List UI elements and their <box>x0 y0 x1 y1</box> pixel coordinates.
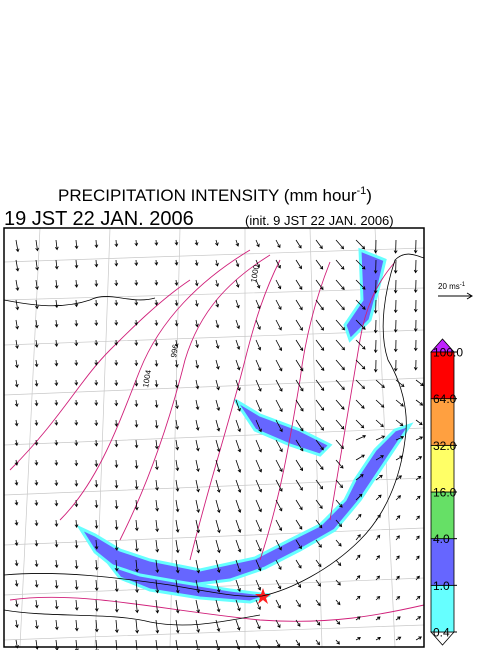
wind-legend-exponent: -1 <box>460 282 466 288</box>
isobars <box>9 249 425 622</box>
colorbar-tick-label: 32.0 <box>433 439 457 453</box>
title-end: ) <box>366 186 372 205</box>
isobar <box>119 254 271 541</box>
coastline-south <box>3 609 261 626</box>
title-text: PRECIPITATION INTENSITY (mm hour <box>58 186 357 205</box>
map: 1000 996 1004 <box>3 227 425 650</box>
wind-arrows <box>14 239 424 650</box>
longitude-lines <box>19 227 396 648</box>
colorbar-tick-label: 1.0 <box>433 579 450 593</box>
wind-legend-arrow <box>438 292 473 300</box>
colorbar-tick-label: 100.0 <box>433 346 463 360</box>
wind-legend-label: 20 ms-1 <box>438 282 466 291</box>
init-time: (init. 9 JST 22 JAN. 2006) <box>245 213 394 228</box>
colorbar-tick-label: 4.0 <box>433 532 450 546</box>
coastline-north <box>3 296 156 307</box>
colorbar-tick-label: 0.4 <box>433 626 450 640</box>
map-frame <box>3 227 425 648</box>
title-exponent: -1 <box>357 185 367 197</box>
title: PRECIPITATION INTENSITY (mm hour-1) <box>58 185 372 205</box>
isobar <box>329 261 396 521</box>
colorbar-tick-label: 64.0 <box>433 392 457 406</box>
rain-band-inner <box>233 398 333 457</box>
colorbar-tick-label: 16.0 <box>433 486 457 500</box>
colorbar: 0.4 1.0 4.0 16.0 32.0 64.0 100.0 <box>430 338 463 646</box>
isobar <box>9 279 191 471</box>
colorbar-segment <box>430 351 455 400</box>
contour-label: 1004 <box>141 369 153 389</box>
isobar <box>189 259 281 561</box>
contour-label: 996 <box>169 343 180 358</box>
isobar <box>9 596 425 622</box>
isobar <box>59 249 251 521</box>
contour-label: 1000 <box>249 264 261 284</box>
wind-field <box>14 239 424 650</box>
wind-legend-text: 20 ms <box>438 282 460 291</box>
valid-time: 19 JST 22 JAN. 2006 <box>4 208 194 230</box>
